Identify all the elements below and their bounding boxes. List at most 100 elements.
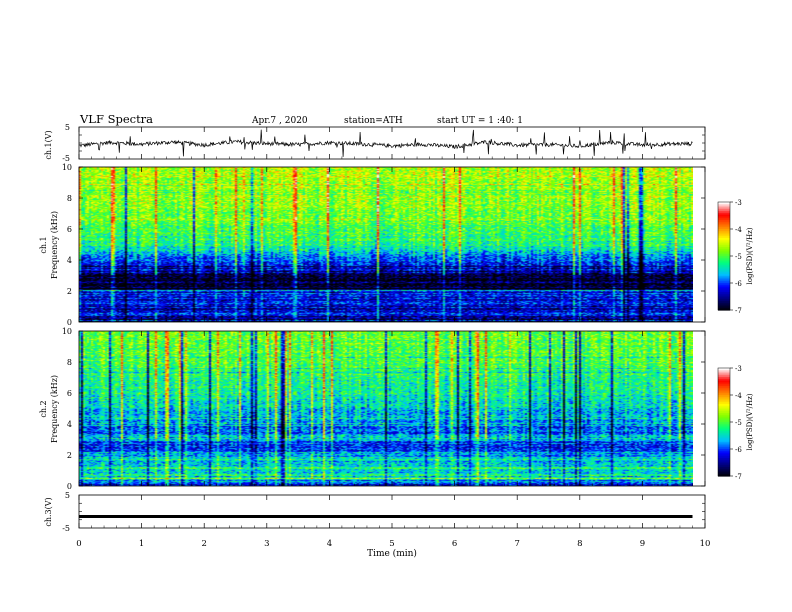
ch2-spectrogram-panel: 0 2 4 6 8 10 ch.2 Frequency (kHz) -3 -4 -5 -6 -7 l…: [39, 327, 754, 491]
colorbar-step: [718, 458, 730, 461]
colorbar-step: [718, 470, 730, 473]
colorbar-step: [718, 431, 730, 434]
ch2-spectrogram-image: [79, 331, 693, 486]
ch3-ytick-bottom: -5: [62, 524, 70, 533]
freq-tick-label: 4: [67, 256, 72, 265]
ch3-ytick-top: 5: [65, 491, 70, 500]
colorbar-step: [718, 221, 730, 225]
colorbar-step: [718, 375, 730, 378]
colorbar-step: [718, 378, 730, 382]
colorbar-step: [718, 443, 730, 446]
colorbar-step: [718, 220, 730, 223]
colorbar-step: [718, 252, 730, 255]
colorbar-step: [718, 382, 730, 385]
colorbar-step: [718, 266, 730, 270]
ch1-spectrogram-panel: 0 2 4 6 8 10 ch.1 Frequency (kHz) -3 -4 -5 -6 -7 l…: [39, 163, 754, 327]
ch1-spectrogram-image: [79, 167, 693, 322]
time-tick-label: 4: [327, 539, 332, 549]
colorbar-step: [718, 380, 730, 383]
colorbar-step: [718, 459, 730, 463]
colorbar-step: [718, 308, 730, 311]
freq-tick-label: 0: [67, 482, 72, 491]
ch1-ytick-top: 5: [65, 123, 70, 132]
colorbar-step: [718, 259, 730, 262]
colorbar-step: [718, 407, 730, 410]
colorbar-tick-label: -6: [735, 446, 742, 454]
waveform-line: [79, 129, 693, 157]
colorbar-step: [718, 275, 730, 279]
colorbar-step: [718, 423, 730, 427]
colorbar-step: [718, 434, 730, 437]
colorbar-step: [718, 402, 730, 405]
colorbar-step: [718, 283, 730, 286]
colorbar-step: [718, 404, 730, 407]
colorbar-step: [718, 281, 730, 284]
ch2-freq-ticks: 0 2 4 6 8 10: [62, 327, 705, 491]
colorbar-step: [718, 393, 730, 396]
colorbar-step: [718, 409, 730, 412]
colorbar-tick-label: -4: [735, 226, 742, 234]
date-label: Apr.7 , 2020: [251, 116, 308, 126]
colorbar-step: [718, 297, 730, 300]
colorbar-step: [718, 414, 730, 418]
colorbar-step: [718, 243, 730, 246]
station-label: station=ATH: [344, 116, 403, 126]
colorbar-step: [718, 371, 730, 374]
time-tick-label: 10: [700, 539, 711, 549]
colorbar-step: [718, 301, 730, 304]
colorbar-step: [718, 456, 730, 459]
colorbar-step: [718, 295, 730, 298]
ch3-waveform-trace: [79, 502, 705, 521]
colorbar-step: [718, 236, 730, 239]
ch1-spec-label-freq: Frequency (kHz): [50, 211, 59, 279]
colorbar-step: [718, 207, 730, 210]
colorbar-step: [718, 432, 730, 436]
colorbar-step: [718, 368, 730, 371]
freq-tick-label: 2: [67, 287, 72, 296]
colorbar-step: [718, 306, 730, 309]
colorbar-tick-label: -7: [735, 473, 742, 481]
colorbar-step: [718, 272, 730, 275]
colorbar-step: [718, 452, 730, 455]
colorbar-step: [718, 304, 730, 307]
colorbar-step: [718, 429, 730, 432]
freq-tick-label: 8: [67, 358, 72, 367]
colorbar-tick-label: -7: [735, 307, 742, 315]
colorbar-step: [718, 247, 730, 250]
colorbar-step: [718, 450, 730, 454]
time-tick-label: 0: [76, 539, 81, 549]
colorbar-step: [718, 454, 730, 457]
colorbar-step: [718, 263, 730, 266]
freq-tick-label: 0: [67, 318, 72, 327]
colorbar-step: [718, 467, 730, 470]
freq-tick-label: 4: [67, 420, 72, 429]
time-tick-label: 3: [264, 539, 269, 549]
colorbar-step: [718, 202, 730, 205]
time-axis-label: Time (min): [367, 548, 417, 559]
freq-tick-label: 10: [62, 327, 72, 336]
colorbar-step: [718, 214, 730, 217]
colorbar-step: [718, 411, 730, 414]
colorbar-step: [718, 268, 730, 271]
time-tick-label: 5: [389, 539, 394, 549]
ch2-spec-label-freq: Frequency (kHz): [50, 375, 59, 443]
colorbar-step: [718, 438, 730, 441]
colorbar-step: [718, 425, 730, 428]
colorbar-step: [718, 227, 730, 230]
colorbar-step: [718, 468, 730, 472]
colorbar-step: [718, 290, 730, 293]
freq-tick-label: 8: [67, 194, 72, 203]
colorbar-step: [718, 288, 730, 291]
colorbar-step: [718, 299, 730, 302]
ch3-waveform-ylabel: ch.3(V): [44, 497, 53, 526]
ch2-spec-label-channel: ch.2: [39, 400, 48, 417]
colorbar-step: [718, 386, 730, 389]
colorbar-step: [718, 209, 730, 212]
colorbar-step: [718, 205, 730, 208]
colorbar-step: [718, 241, 730, 244]
colorbar-step: [718, 465, 730, 468]
ch2-colorbar: -3 -4 -5 -6 -7 log(PSD)(V²/Hz): [717, 365, 754, 481]
colorbar-step: [718, 234, 730, 237]
colorbar-step: [718, 218, 730, 221]
